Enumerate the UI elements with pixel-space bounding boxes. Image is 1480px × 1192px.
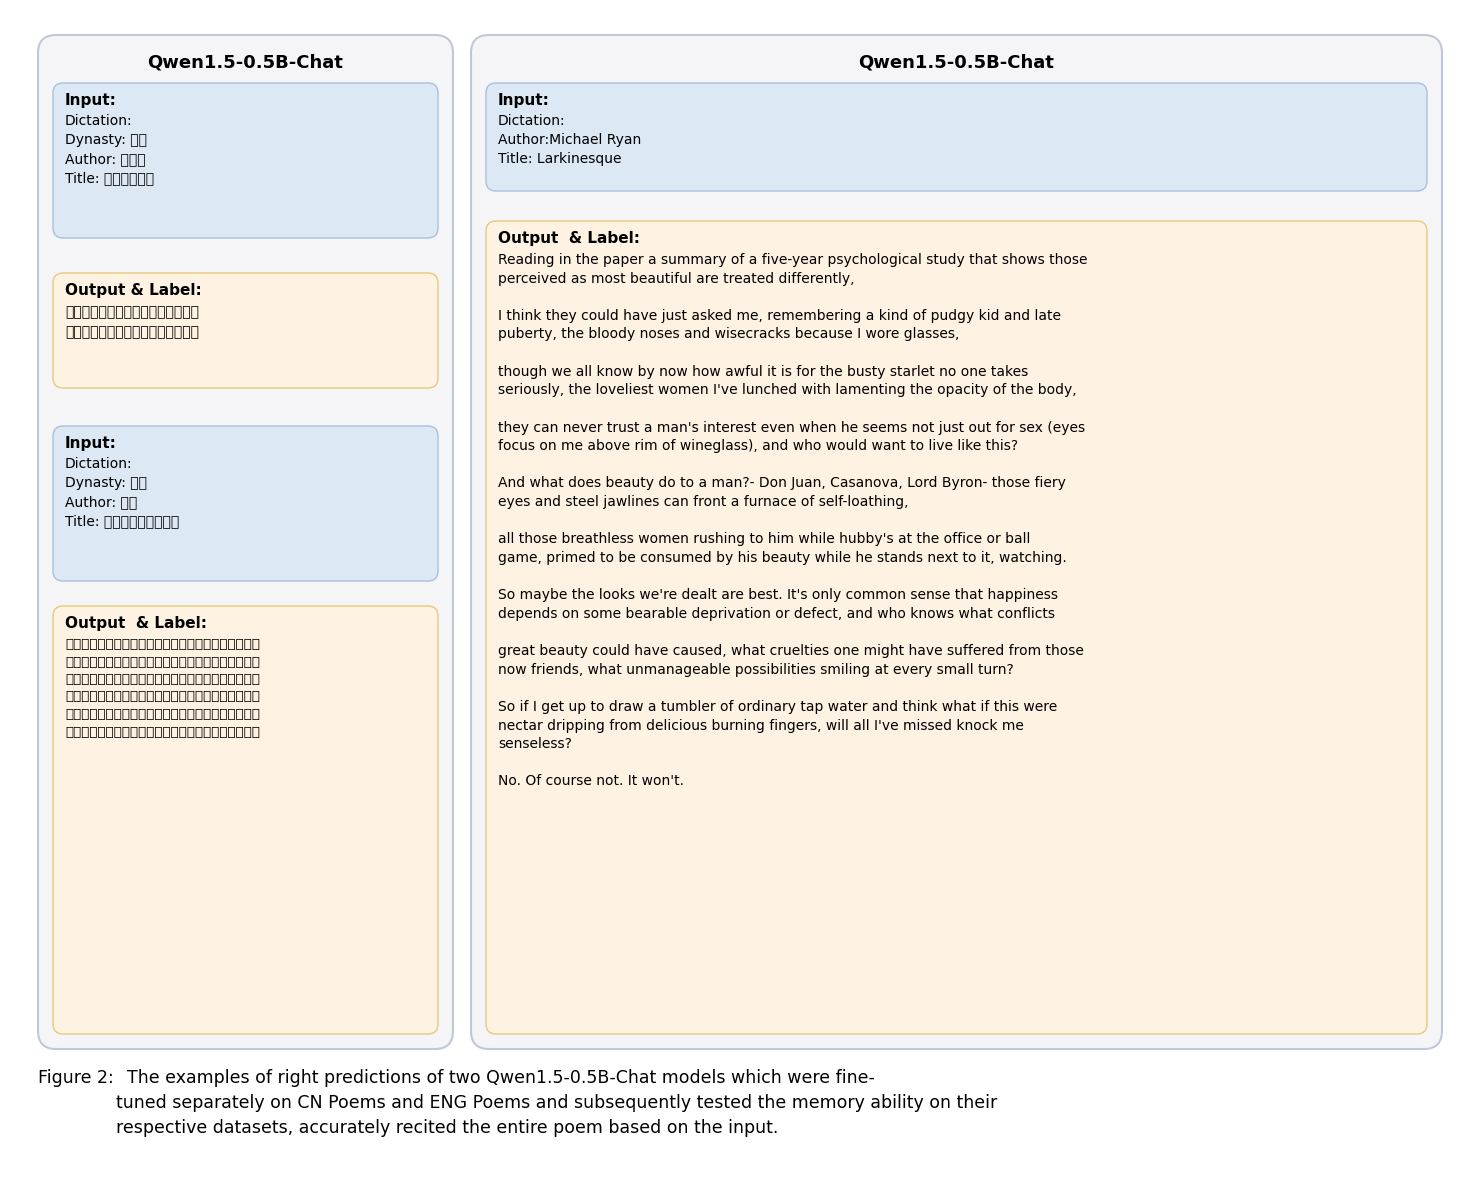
Text: Input:: Input: <box>497 93 551 108</box>
FancyBboxPatch shape <box>471 35 1442 1049</box>
FancyBboxPatch shape <box>53 273 438 389</box>
FancyBboxPatch shape <box>485 221 1427 1033</box>
Text: Output  & Label:: Output & Label: <box>497 231 639 246</box>
Text: Qwen1.5-0.5B-Chat: Qwen1.5-0.5B-Chat <box>858 52 1054 72</box>
Text: 青鞎踏尽剑锄山，借枕僧房落照间。
高屋凭虚听泉语，岭云应似我身闲。: 青鞎踏尽剑锄山，借枕僧房落照间。 高屋凭虚听泉语，岭云应似我身闲。 <box>65 305 198 339</box>
Text: Reading in the paper a summary of a five-year psychological study that shows tho: Reading in the paper a summary of a five… <box>497 253 1088 788</box>
Text: Dictation:
Dynasty: 唐代
Author: 岑参
Title: 故什射裂公挠歌三首: Dictation: Dynasty: 唐代 Author: 岑参 Title:… <box>65 457 179 528</box>
FancyBboxPatch shape <box>53 426 438 581</box>
FancyBboxPatch shape <box>53 83 438 238</box>
Text: The examples of right predictions of two Qwen1.5-0.5B-Chat models which were fin: The examples of right predictions of two… <box>115 1069 998 1137</box>
Text: Dictation:
Author:Michael Ryan
Title: Larkinesque: Dictation: Author:Michael Ryan Title: La… <box>497 114 641 166</box>
FancyBboxPatch shape <box>38 35 453 1049</box>
Text: Dictation:
Dynasty: 宋代
Author: 李弥逃
Title: 题大儒寡小阁: Dictation: Dynasty: 宋代 Author: 李弥逃 Title… <box>65 114 154 185</box>
Text: Figure 2:: Figure 2: <box>38 1069 114 1087</box>
Text: Qwen1.5-0.5B-Chat: Qwen1.5-0.5B-Chat <box>148 52 343 72</box>
Text: Input:: Input: <box>65 93 117 108</box>
Text: Output  & Label:: Output & Label: <box>65 616 207 631</box>
FancyBboxPatch shape <box>485 83 1427 191</box>
FancyBboxPatch shape <box>53 606 438 1033</box>
Text: Output & Label:: Output & Label: <box>65 283 201 298</box>
Text: 盛德资邦杰，嘉谟作世程。门瞰驿马贵，时仰八龙名。
罕市秦人送，还乡绣老迎。莫埋丞相印，留著付玄成。
五府豁高位，三台丧大贤。礼容还故绯，宠赠冠新田。
气歌分阴鼎: 盛德资邦杰，嘉谟作世程。门瞰驿马贵，时仰八龙名。 罕市秦人送，还乡绣老迎。莫埋丞… <box>65 638 260 739</box>
Text: Input:: Input: <box>65 436 117 451</box>
